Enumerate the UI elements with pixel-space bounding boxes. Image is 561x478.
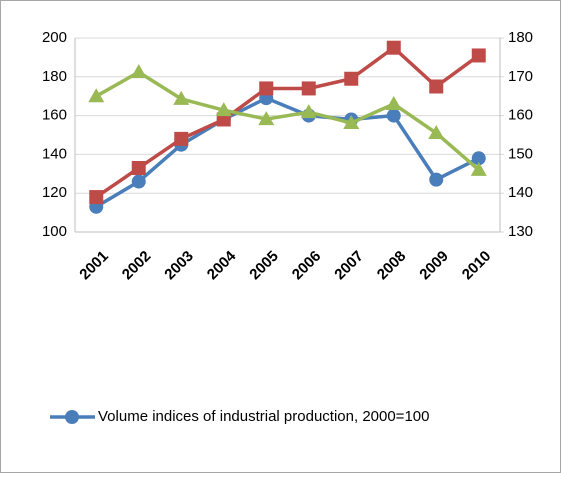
point [385, 95, 402, 110]
point [471, 151, 486, 166]
point [258, 111, 275, 126]
y-tick-label: 100 [42, 223, 67, 240]
point [174, 131, 189, 146]
y-tick-label: 140 [42, 145, 67, 162]
y2-tick-label: 140 [508, 184, 533, 201]
y-tick-label: 200 [42, 29, 67, 46]
point [173, 90, 190, 105]
point [470, 161, 487, 176]
point [259, 81, 274, 96]
y2-tick-label: 180 [508, 29, 533, 46]
point [131, 160, 146, 175]
point [215, 102, 232, 117]
point [429, 172, 444, 187]
legend-marker [65, 410, 79, 424]
point [429, 79, 444, 94]
point [386, 108, 401, 123]
y-tick-label: 160 [42, 107, 67, 124]
y-tick-label: 180 [42, 68, 67, 85]
y-tick-label: 120 [42, 184, 67, 201]
series-line [95, 96, 480, 209]
series-line [95, 70, 480, 172]
point [88, 88, 105, 103]
series-line [95, 45, 480, 199]
point [428, 125, 445, 140]
y2-tick-label: 150 [508, 145, 533, 162]
point [386, 40, 401, 55]
point [301, 81, 316, 96]
point [130, 64, 147, 79]
point [89, 190, 104, 205]
point [471, 48, 486, 63]
y2-tick-label: 130 [508, 223, 533, 240]
point [131, 174, 146, 189]
point [300, 104, 317, 119]
legend-label: Volume indices of industrial production,… [98, 408, 429, 425]
y2-tick-label: 160 [508, 107, 533, 124]
point [343, 114, 360, 129]
y2-tick-label: 170 [508, 68, 533, 85]
point [344, 71, 359, 86]
